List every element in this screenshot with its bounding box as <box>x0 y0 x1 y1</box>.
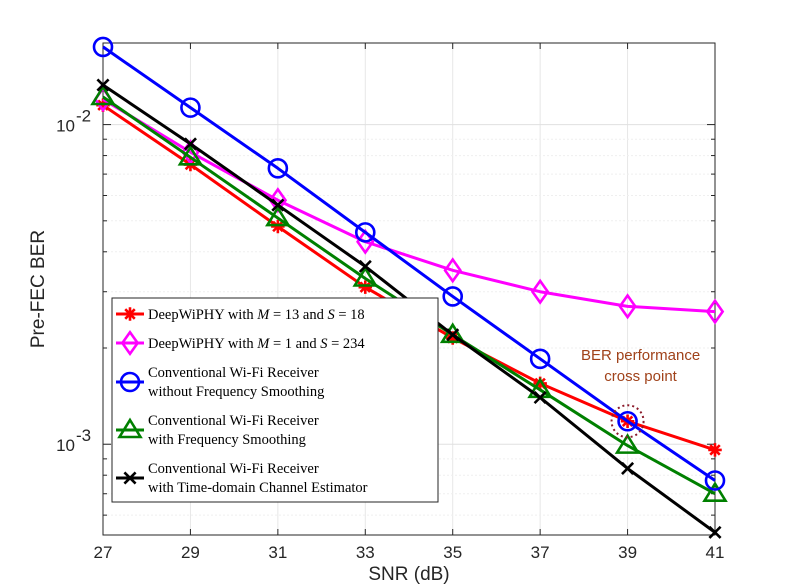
y-tick-label: 10 <box>56 436 75 455</box>
data-point <box>533 376 547 391</box>
data-point <box>529 348 551 370</box>
data-point <box>530 278 550 305</box>
annotation-layer: BER performance cross point <box>581 347 700 439</box>
legend-marker <box>119 371 141 393</box>
data-point <box>443 257 462 284</box>
legend-entry-1: DeepWiPHY with M = 13 and S = 18 <box>116 307 365 323</box>
data-point <box>271 219 285 234</box>
legend-label-part: = 18 <box>335 307 365 323</box>
data-point <box>92 36 114 58</box>
data-point <box>618 293 637 320</box>
x-tick-label: 41 <box>706 543 725 562</box>
x-tick-label: 37 <box>531 543 550 562</box>
data-point <box>268 187 288 214</box>
legend-label: without Frequency Smoothing <box>148 384 324 400</box>
y-tick-label-exponent: -3 <box>76 426 91 445</box>
data-point <box>704 470 726 491</box>
data-point <box>267 157 289 179</box>
series-line <box>102 98 716 314</box>
legend-entry-2: DeepWiPHY with M = 1 and S = 234 <box>116 329 365 357</box>
data-point <box>354 222 376 243</box>
data-point <box>358 280 373 294</box>
x-axis-label: SNR (dB) <box>368 564 449 585</box>
data-point <box>90 84 116 106</box>
legend-label-part: S <box>327 307 335 323</box>
legend-entry-4: Conventional Wi-Fi Receiver with Frequenc… <box>116 413 319 448</box>
data-point <box>439 322 466 344</box>
data-point <box>702 481 728 503</box>
x-tick-label: 33 <box>356 543 375 562</box>
legend-marker <box>120 329 140 357</box>
legend-box <box>111 297 439 503</box>
data-point <box>183 137 197 151</box>
x-tick-label: 27 <box>94 543 113 562</box>
legend-entry-5: Conventional Wi-Fi Receiver with Time-dom… <box>116 461 368 496</box>
legend-label-part: = 13 and <box>269 307 327 323</box>
data-point <box>445 331 460 345</box>
series-3 <box>92 36 726 491</box>
data-point <box>617 410 638 432</box>
x-tick-label: 29 <box>181 543 200 562</box>
data-point <box>265 205 291 227</box>
legend-label: Conventional Wi-Fi Receiver <box>148 413 319 429</box>
data-point <box>621 461 635 475</box>
legend-label: with Time-domain Channel Estimator <box>148 480 368 496</box>
y-tick-label-exponent: -2 <box>76 107 91 126</box>
legend-label: Conventional Wi-Fi Receiver <box>148 461 319 477</box>
data-point <box>708 443 722 457</box>
data-point <box>446 328 460 342</box>
data-point <box>708 525 722 539</box>
data-point <box>442 286 464 307</box>
legend-label-part: M <box>256 336 270 352</box>
y-axis-label: Pre-FEC BER <box>28 230 49 348</box>
data-point <box>180 97 201 118</box>
annotation-text: cross point <box>604 368 677 385</box>
x-tick-label: 31 <box>268 543 287 562</box>
data-point <box>271 198 285 212</box>
legend-entry-3: Conventional Wi-Fi Receiver without Frequ… <box>116 365 324 400</box>
legend-marker <box>123 307 137 321</box>
data-point <box>352 266 379 287</box>
cross-point-marker <box>610 404 645 439</box>
legend-label: with Frequency Smoothing <box>148 432 306 448</box>
legend-label-part: DeepWiPHY with <box>148 307 257 323</box>
series-line <box>102 45 716 482</box>
legend-label-part: = 234 <box>327 336 365 352</box>
legend-label: Conventional Wi-Fi Receiver <box>148 365 319 381</box>
legend-label-part: = 1 and <box>269 336 320 352</box>
plot-area <box>102 42 716 536</box>
legend-label-part: S <box>320 336 328 352</box>
legend-label: DeepWiPHY with M = 1 and S = 234 <box>148 336 365 352</box>
legend: DeepWiPHY with M = 13 and S = 18DeepWiPH… <box>111 297 439 503</box>
legend-marker <box>123 471 137 485</box>
data-point <box>705 298 725 325</box>
data-point <box>614 433 641 454</box>
data-point <box>356 228 375 255</box>
data-point <box>358 259 372 273</box>
data-point <box>533 390 547 405</box>
annotation-text: BER performance <box>581 347 700 364</box>
legend-label-part: DeepWiPHY with <box>148 336 257 352</box>
x-tick-label: 39 <box>618 543 637 562</box>
y-tick-label: 10 <box>56 117 75 136</box>
data-point <box>96 78 110 92</box>
legend-label: DeepWiPHY with M = 13 and S = 18 <box>148 307 365 323</box>
legend-marker <box>117 417 143 439</box>
series-layer <box>90 36 728 539</box>
legend-label-part: M <box>256 307 270 323</box>
data-point <box>177 144 204 166</box>
x-tick-label: 35 <box>443 543 462 562</box>
